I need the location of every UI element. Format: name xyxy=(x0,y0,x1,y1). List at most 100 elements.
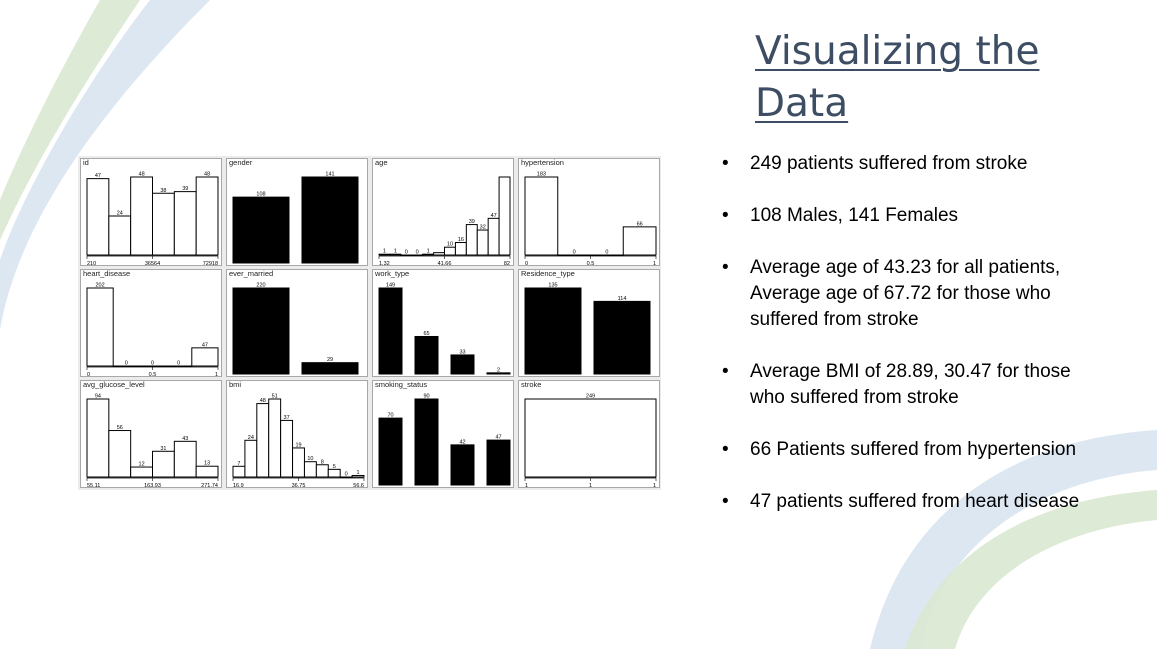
x-tick-label: 210 xyxy=(87,261,96,267)
bar-count-label: 70 xyxy=(387,413,393,419)
histogram-title: stroke xyxy=(521,380,542,389)
histogram-bar xyxy=(195,465,219,478)
histogram-bar xyxy=(444,246,456,256)
x-tick-label: 1 xyxy=(589,483,592,489)
bar-count-label: 13 xyxy=(204,461,210,467)
histogram-bar xyxy=(301,362,359,375)
histogram-title: heart_disease xyxy=(83,269,131,278)
histogram-title: avg_glucose_level xyxy=(83,380,145,389)
bullet-item: Average age of 43.23 for all patients, A… xyxy=(722,255,1102,333)
bar-count-label: 12 xyxy=(139,462,145,468)
x-tick-label: 16.9 xyxy=(233,483,244,489)
bar-count-label: 33 xyxy=(459,349,465,355)
bar-count-label: 16 xyxy=(458,237,464,243)
bar-count-label: 48 xyxy=(260,398,266,404)
x-tick-label: 1 xyxy=(653,261,656,267)
bar-count-label: 37 xyxy=(284,415,290,421)
histogram-bmi: bmi 7 24 48 51 37 19 10 8 5 0 1 16.9 36.75 56.6 xyxy=(226,380,368,489)
bar-count-label: 29 xyxy=(327,357,333,363)
bar-count-label: 47 xyxy=(491,213,497,219)
bar-count-label: 0 xyxy=(416,250,419,256)
histogram-title: hypertension xyxy=(521,158,564,167)
bar-count-label: 0 xyxy=(405,250,408,256)
bar-count-label: 47 xyxy=(95,173,101,179)
bullet-item: Average BMI of 28.89, 30.47 for those wh… xyxy=(722,359,1102,411)
bullet-list: 249 patients suffered from stroke 108 Ma… xyxy=(722,151,1102,541)
histogram-bar xyxy=(108,430,132,478)
histogram-bar xyxy=(86,178,110,256)
histogram-title: Residence_type xyxy=(521,269,575,278)
histogram-bar xyxy=(487,217,500,256)
histogram-bar xyxy=(173,440,197,478)
bar-count-label: 47 xyxy=(202,342,208,348)
histogram-bar xyxy=(232,196,290,264)
bar-count-label: 1 xyxy=(394,249,397,255)
slide-title: Visualizing the Data xyxy=(755,29,1040,126)
bar-count-label: 39 xyxy=(469,219,475,225)
bar-count-label: 114 xyxy=(618,296,627,302)
x-tick-label: 36.75 xyxy=(292,483,306,489)
bar-count-label: 149 xyxy=(386,283,395,289)
histogram-bar xyxy=(486,439,511,486)
x-tick-label: 1.32 xyxy=(379,261,390,267)
histogram-bar xyxy=(433,252,445,256)
histogram-bar xyxy=(108,215,132,256)
x-tick-label: 0 xyxy=(87,372,90,378)
histogram-bar xyxy=(130,466,154,478)
bar-count-label: 42 xyxy=(459,439,465,445)
histogram-bar xyxy=(86,398,110,478)
bar-count-label: 141 xyxy=(325,172,334,178)
histogram-grid: id 47 24 48 38 39 48 210 36564 72918 gender 108 141 a… xyxy=(78,156,661,490)
x-tick-label: 1 xyxy=(653,483,656,489)
histogram-id: id 47 24 48 38 39 48 210 36564 72918 xyxy=(80,158,222,267)
histogram-bar xyxy=(256,403,270,478)
histogram-title: gender xyxy=(229,158,253,167)
histogram-bar xyxy=(292,447,305,478)
bar-count-label: 31 xyxy=(160,446,166,452)
top-left-blue-swoosh xyxy=(0,0,210,330)
bar-count-label: 202 xyxy=(96,283,105,289)
bar-count-label: 48 xyxy=(139,172,145,178)
x-tick-label: 0.5 xyxy=(149,372,157,378)
histogram-bar xyxy=(465,224,478,256)
histogram-title: id xyxy=(83,158,89,167)
histogram-bar xyxy=(303,461,317,478)
bullet-item: 66 Patients suffered from hypertension xyxy=(722,437,1102,463)
x-tick-label: 36564 xyxy=(145,261,160,267)
bar-count-label: 0 xyxy=(605,250,608,256)
histogram-bar xyxy=(152,192,175,256)
bar-count-label: 135 xyxy=(548,283,557,289)
bar-count-label: 10 xyxy=(447,242,453,248)
bar-count-label: 0 xyxy=(345,472,348,478)
histogram-bar xyxy=(232,465,246,478)
histogram-bar xyxy=(232,287,290,375)
bar-count-label: 38 xyxy=(160,188,166,194)
histogram-bar xyxy=(593,300,651,375)
bar-count-label: 5 xyxy=(333,464,336,470)
histogram-bar xyxy=(524,287,582,375)
histogram-title: smoking_status xyxy=(375,380,428,389)
bullet-item: 108 Males, 141 Females xyxy=(722,203,1102,229)
x-tick-label: 271.74 xyxy=(201,483,218,489)
bar-count-label: 39 xyxy=(182,186,188,192)
histogram-ever-married: ever_married 220 29 xyxy=(226,269,368,377)
x-tick-label: 1 xyxy=(215,372,218,378)
x-tick-label: 41.66 xyxy=(438,261,452,267)
histogram-stroke: stroke 249 1 1 1 xyxy=(518,380,660,489)
histogram-bar xyxy=(622,226,657,256)
bullet-item: 249 patients suffered from stroke xyxy=(722,151,1102,177)
bar-count-label: 183 xyxy=(537,172,546,178)
bar-count-label: 8 xyxy=(321,459,324,465)
histogram-bar xyxy=(450,354,475,375)
x-tick-label: 55.11 xyxy=(87,483,100,489)
bar-count-label: 2 xyxy=(497,367,500,373)
bar-count-label: 0 xyxy=(573,250,576,256)
bar-count-label: 249 xyxy=(586,394,595,400)
x-tick-label: 82 xyxy=(504,261,510,267)
histogram-bar xyxy=(86,287,114,367)
histogram-bar xyxy=(524,398,657,478)
x-tick-label: 72918 xyxy=(203,261,218,267)
x-tick-label: 56.6 xyxy=(353,483,364,489)
bar-count-label: 220 xyxy=(256,283,265,289)
histogram-bar xyxy=(414,335,439,375)
